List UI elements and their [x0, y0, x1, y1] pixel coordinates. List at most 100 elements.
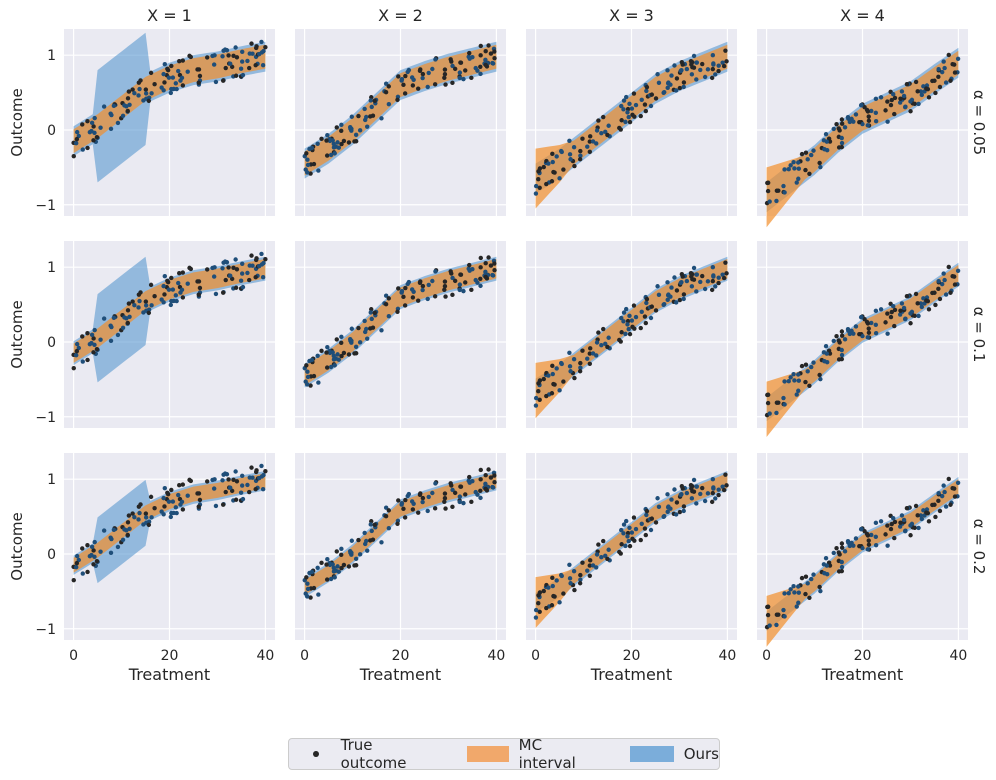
true-outcome-point	[332, 363, 337, 368]
true-outcome-point	[619, 542, 624, 547]
true-outcome-point	[101, 104, 107, 109]
true-outcome-point	[457, 499, 462, 505]
true-outcome-point	[372, 98, 377, 104]
true-outcome-point	[402, 515, 408, 520]
true-outcome-point	[885, 311, 890, 316]
true-outcome-point	[162, 485, 168, 491]
true-outcome-point	[409, 287, 415, 292]
true-outcome-point	[665, 85, 670, 91]
true-outcome-point	[694, 60, 700, 65]
true-outcome-point	[180, 83, 186, 88]
true-outcome-point	[370, 537, 376, 542]
true-outcome-point	[720, 484, 725, 489]
true-outcome-point	[363, 538, 369, 544]
true-outcome-point	[442, 67, 448, 72]
true-outcome-point	[180, 270, 186, 275]
true-outcome-point	[331, 569, 337, 574]
true-outcome-point	[627, 101, 632, 106]
true-outcome-point	[853, 324, 859, 329]
true-outcome-point	[713, 284, 718, 289]
true-outcome-point	[639, 309, 644, 314]
true-outcome-point	[395, 309, 400, 314]
y-tick-label: 1	[47, 472, 56, 488]
true-outcome-point	[933, 514, 938, 520]
true-outcome-point	[549, 179, 555, 184]
true-outcome-point	[803, 574, 809, 579]
true-outcome-point	[853, 536, 859, 541]
true-outcome-point	[334, 125, 339, 130]
true-outcome-point	[324, 350, 329, 355]
true-outcome-point	[638, 537, 643, 543]
true-outcome-point	[601, 114, 606, 120]
true-outcome-point	[839, 329, 845, 334]
true-outcome-point	[223, 65, 228, 71]
true-outcome-point	[866, 538, 871, 543]
true-outcome-point	[141, 522, 146, 527]
y-tick-label: 1	[47, 260, 56, 276]
true-outcome-point	[623, 331, 628, 337]
true-outcome-point	[442, 75, 447, 81]
true-outcome-point	[767, 411, 772, 416]
true-outcome-point	[492, 268, 497, 273]
true-outcome-point	[328, 364, 334, 370]
true-outcome-point	[865, 109, 871, 114]
true-outcome-point	[469, 75, 474, 81]
x-tick-label: 0	[69, 648, 78, 664]
true-outcome-point	[898, 520, 903, 525]
true-outcome-point	[606, 547, 611, 552]
true-outcome-point	[176, 280, 181, 286]
true-outcome-point	[903, 317, 908, 322]
true-outcome-point	[939, 493, 945, 499]
true-outcome-point	[873, 96, 879, 102]
true-outcome-point	[349, 538, 355, 543]
true-outcome-point	[383, 514, 389, 519]
true-outcome-point	[623, 543, 628, 549]
true-outcome-point	[842, 125, 848, 130]
true-outcome-point	[188, 54, 194, 60]
true-outcome-point	[853, 112, 859, 117]
true-outcome-point	[148, 282, 154, 288]
true-outcome-point	[178, 78, 183, 83]
true-outcome-point	[936, 498, 941, 504]
true-outcome-point	[341, 138, 347, 144]
true-outcome-point	[668, 294, 673, 299]
true-outcome-point	[644, 84, 650, 90]
true-outcome-point	[486, 43, 491, 48]
true-outcome-point	[379, 328, 384, 333]
true-outcome-point	[694, 77, 699, 82]
true-outcome-point	[162, 80, 167, 85]
true-outcome-point	[143, 87, 149, 92]
true-outcome-point	[259, 251, 264, 257]
true-outcome-point	[643, 532, 649, 538]
true-outcome-point	[457, 282, 463, 287]
true-outcome-point	[782, 190, 787, 195]
true-outcome-point	[448, 57, 453, 62]
true-outcome-point	[137, 298, 142, 304]
true-outcome-point	[247, 65, 252, 71]
true-outcome-point	[554, 578, 559, 583]
true-outcome-point	[596, 330, 601, 335]
true-outcome-point	[369, 528, 374, 534]
true-outcome-point	[124, 104, 129, 109]
true-outcome-point	[950, 274, 955, 279]
true-outcome-point	[567, 350, 572, 355]
true-outcome-point	[803, 591, 808, 597]
true-outcome-point	[572, 587, 577, 593]
true-outcome-point	[213, 79, 219, 85]
true-outcome-point	[89, 552, 94, 558]
true-outcome-point	[603, 129, 608, 135]
true-outcome-point	[631, 91, 637, 96]
true-outcome-point	[723, 48, 728, 53]
true-outcome-point	[889, 97, 894, 103]
true-outcome-point	[859, 526, 864, 532]
x-tick-label: 20	[854, 648, 872, 664]
true-outcome-point	[417, 68, 423, 73]
band-mc-interval	[766, 50, 959, 228]
true-outcome-point	[550, 371, 555, 377]
true-outcome-point	[152, 81, 157, 87]
true-outcome-point	[908, 109, 913, 114]
band-ours	[73, 470, 266, 584]
true-outcome-point	[94, 558, 100, 564]
true-outcome-point	[899, 513, 905, 518]
true-outcome-point	[839, 135, 844, 141]
